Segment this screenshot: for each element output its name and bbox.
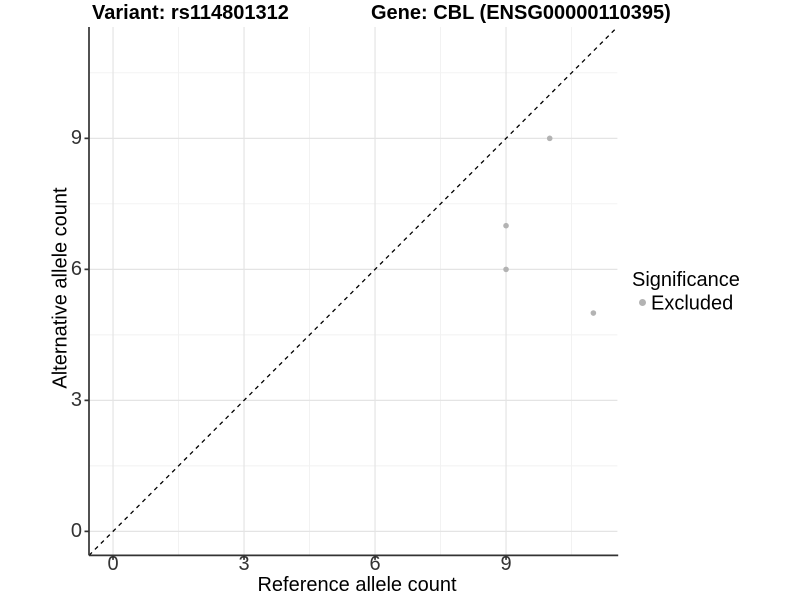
legend-title: Significance: [632, 269, 740, 291]
plot-title-variant: Variant: rs114801312: [92, 2, 289, 24]
plot-title-gene: Gene: CBL (ENSG00000110395): [371, 2, 671, 24]
legend-entry-label: Excluded: [651, 292, 734, 315]
x-tick-label: 0: [107, 553, 119, 575]
major-gridlines: [89, 27, 618, 556]
axis-tick-marks: [84, 137, 507, 560]
x-tick-label: 6: [369, 553, 381, 575]
axis-lines: [88, 27, 619, 557]
legend-entry-excluded: Excluded: [632, 292, 740, 315]
x-tick-label: 3: [238, 553, 250, 575]
minor-gridlines: [89, 27, 618, 556]
y-tick-label: 0: [70, 519, 82, 542]
identity-line: [88, 26, 618, 556]
x-axis-title: Reference allele count: [257, 574, 457, 596]
identity-reference-line: [88, 26, 618, 556]
y-tick-label: 9: [70, 126, 82, 149]
x-tick-label: 9: [500, 553, 512, 575]
legend: Significance Excluded: [632, 269, 740, 315]
y-tick-label: 3: [70, 388, 82, 411]
scatter-point: [546, 135, 553, 142]
y-tick-label: 6: [70, 257, 82, 280]
y-axis-title: Alternative allele count: [49, 187, 72, 389]
excluded-point-icon: [639, 299, 646, 307]
scatter-point: [590, 310, 597, 316]
scatter-point: [503, 266, 509, 273]
data-points: [503, 135, 597, 316]
scatter-point: [503, 222, 509, 229]
